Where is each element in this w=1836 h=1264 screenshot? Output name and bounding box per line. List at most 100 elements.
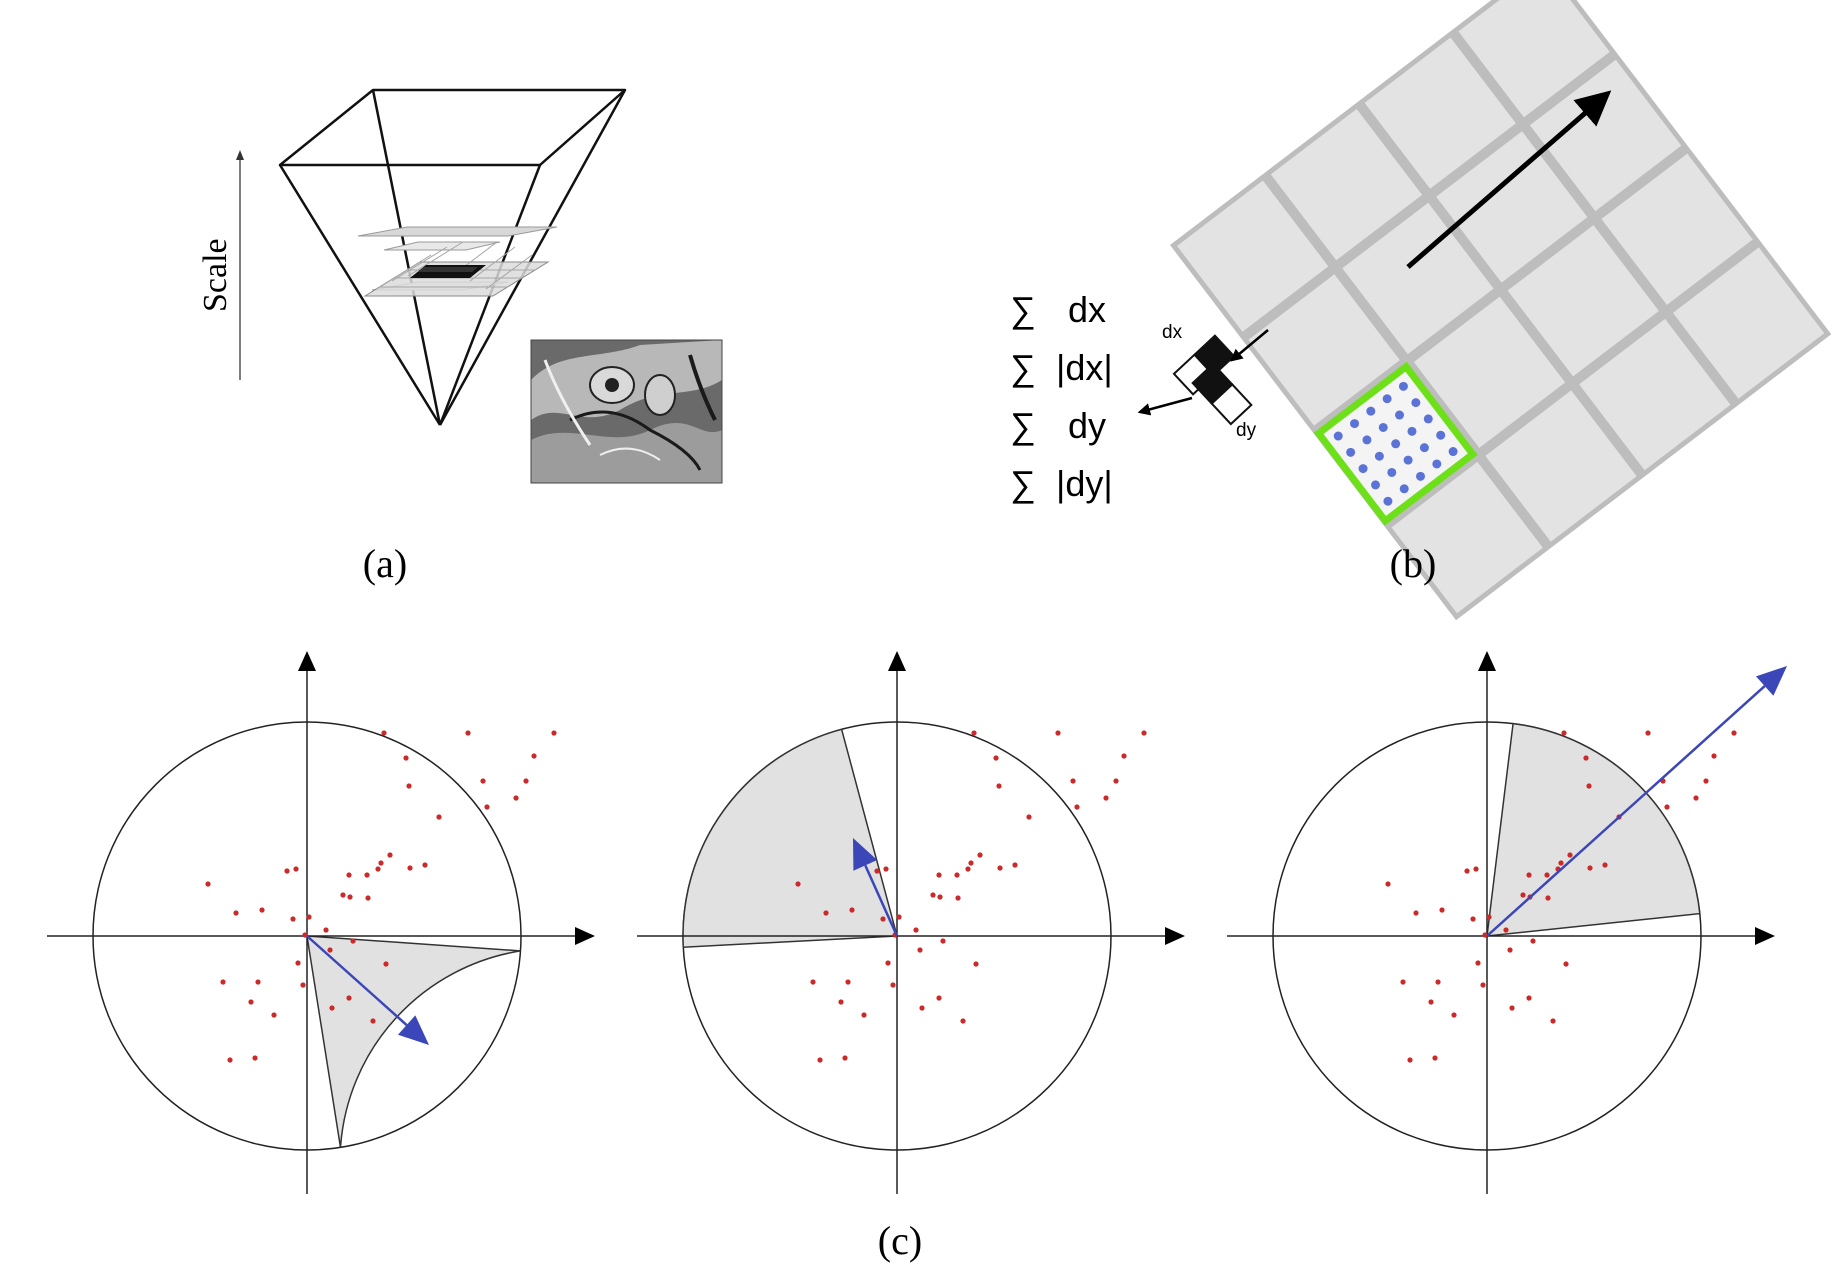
response-point	[1645, 730, 1651, 736]
sum-symbol-4: ∑	[1010, 463, 1036, 504]
response-point	[295, 960, 301, 966]
sample-point	[1366, 406, 1376, 416]
orientation-window-2	[637, 651, 1185, 1194]
response-point	[997, 865, 1003, 871]
response-point	[233, 910, 239, 916]
sample-point	[1371, 480, 1381, 490]
response-point	[936, 872, 942, 878]
orientation-vector-arrowhead	[397, 1015, 429, 1045]
response-point	[364, 872, 370, 878]
response-point	[484, 804, 490, 810]
response-point	[252, 1055, 258, 1061]
response-point	[1731, 730, 1737, 736]
formula-dy: dy	[1068, 405, 1106, 446]
sample-point	[1387, 467, 1397, 477]
response-point	[919, 1005, 925, 1011]
response-point	[1475, 960, 1481, 966]
response-point	[1583, 755, 1589, 761]
response-point	[1470, 916, 1476, 922]
response-point	[795, 881, 801, 887]
grid-cell	[1485, 390, 1637, 542]
grid-cell	[1436, 131, 1588, 283]
response-point	[346, 872, 352, 878]
sample-arrow	[1230, 329, 1269, 362]
sum-symbol-1: ∑	[1010, 289, 1036, 330]
response-point	[965, 866, 971, 872]
response-point	[1526, 995, 1532, 1001]
response-point	[290, 916, 296, 922]
grid-cell	[1529, 59, 1682, 212]
response-point	[381, 730, 387, 736]
sliding-window-sector	[306, 935, 521, 1148]
scale-pyramid	[278, 88, 627, 426]
x-axis-arrowhead	[1165, 927, 1185, 945]
response-point	[1486, 914, 1492, 920]
response-point	[1509, 1005, 1515, 1011]
response-point	[1587, 865, 1593, 871]
response-point	[1400, 979, 1406, 985]
response-point	[403, 755, 409, 761]
grid-cell	[1342, 202, 1494, 355]
sample-point	[1416, 471, 1426, 481]
response-point	[1070, 778, 1076, 784]
sum-symbol-3: ∑	[1010, 405, 1036, 446]
response-point	[465, 730, 471, 736]
response-point	[845, 979, 851, 985]
response-point	[1567, 852, 1573, 858]
scale-label: Scale	[197, 238, 234, 312]
sliding-window-sector	[1486, 722, 1701, 937]
response-point	[880, 916, 886, 922]
response-point	[1407, 1057, 1413, 1063]
response-point	[936, 995, 942, 1001]
response-point	[973, 961, 979, 967]
response-point	[340, 892, 346, 898]
response-point	[874, 868, 880, 874]
sample-point	[1382, 394, 1392, 404]
response-point	[205, 881, 211, 887]
haar-dx-label: dx	[1162, 322, 1183, 343]
response-point	[1432, 1055, 1438, 1061]
response-point	[817, 1057, 823, 1063]
response-point	[370, 1018, 376, 1024]
sample-point	[1448, 447, 1458, 457]
response-point	[1664, 804, 1670, 810]
response-point	[300, 982, 306, 988]
response-point	[971, 730, 977, 736]
sliding-window-sector	[682, 728, 898, 948]
response-point	[1558, 860, 1564, 866]
panel-a: Scale	[197, 88, 723, 586]
formula-abs-dx: |dx|	[1056, 347, 1113, 388]
response-point	[513, 795, 519, 801]
response-point	[1113, 778, 1119, 784]
response-point	[1602, 862, 1608, 868]
grid-cell	[1601, 153, 1753, 305]
response-point	[1711, 753, 1717, 759]
response-point	[913, 927, 919, 933]
x-axis-arrowhead	[1755, 927, 1775, 945]
sample-point	[1346, 447, 1356, 457]
panel-b: dx dy ∑ dx ∑ |dx| ∑ dy ∑ |dy| (b)	[1010, 0, 1832, 621]
response-point	[220, 979, 226, 985]
response-point	[1451, 1012, 1457, 1018]
response-point	[523, 778, 529, 784]
response-point	[306, 914, 312, 920]
grid-cell	[1270, 108, 1423, 261]
response-point	[940, 938, 946, 944]
haar-wavelet-dy	[1191, 362, 1253, 426]
response-point	[823, 910, 829, 916]
orientation-window-1	[47, 651, 595, 1194]
response-point	[968, 860, 974, 866]
y-axis-arrowhead	[298, 651, 316, 671]
response-point	[1103, 795, 1109, 801]
response-point	[255, 979, 261, 985]
orientation-vector	[306, 935, 408, 1026]
response-point	[1561, 730, 1567, 736]
oriented-grid	[1170, 0, 1832, 621]
grid-cell	[1507, 225, 1659, 377]
orientation-window-3	[1227, 651, 1787, 1194]
response-point	[1586, 783, 1592, 789]
caption-b: (b)	[1390, 541, 1437, 586]
response-point	[1074, 804, 1080, 810]
formula-dx: dx	[1068, 289, 1106, 330]
